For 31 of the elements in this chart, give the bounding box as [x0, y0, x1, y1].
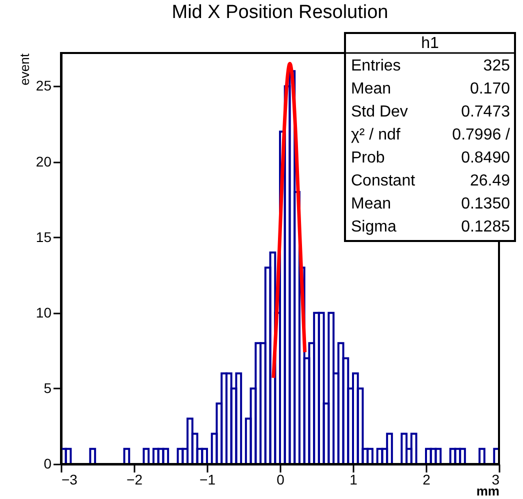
y-tick-label: 20	[36, 153, 52, 170]
x-tick-label: −3	[62, 472, 78, 488]
y-tick-label: 25	[36, 78, 52, 94]
x-tick-label: −1	[200, 472, 216, 488]
annotation: 0.1285	[461, 218, 510, 236]
annotation: 0.8490	[461, 150, 510, 166]
annotation: χ² / ndf	[351, 126, 401, 144]
annotation: Constant	[351, 172, 416, 190]
x-tick-label: −2	[126, 472, 143, 488]
annotation: Sigma	[351, 218, 396, 236]
annotation: Mean	[351, 196, 392, 212]
annotation: Prob	[351, 150, 385, 166]
chart-title: Mid X Position Resolution	[172, 2, 388, 23]
annotation: 0.170	[470, 80, 510, 98]
y-tick-label: 15	[36, 228, 52, 245]
annotation: 0.1350	[461, 196, 510, 212]
text: h1	[421, 35, 439, 52]
y-tick-label: 0	[44, 456, 52, 472]
x-tick-label: 2	[422, 472, 431, 488]
y-axis-title: event	[16, 53, 32, 86]
y-tick-label: 10	[36, 304, 52, 320]
annotation: Std Dev	[351, 104, 408, 120]
x-tick-label: 1	[350, 472, 358, 488]
x-tick-label: 0	[276, 472, 285, 488]
annotation: Entries	[351, 58, 401, 74]
annotation: Mean	[351, 80, 392, 98]
annotation: 0.7996 /	[452, 126, 511, 144]
annotation: 26.49	[470, 172, 510, 190]
annotation: 325	[483, 58, 510, 74]
y-tick-label: 5	[44, 380, 52, 396]
annotation: 0.7473	[461, 104, 510, 120]
